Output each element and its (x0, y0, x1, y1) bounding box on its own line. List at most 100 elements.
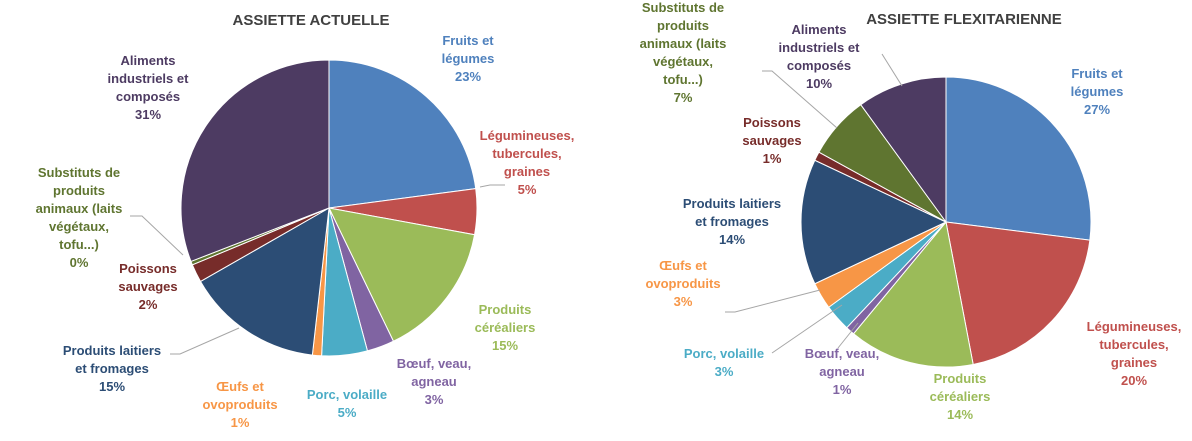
slice-category-label: légumes (1071, 84, 1124, 99)
slice-label: Porc, volaille 5% (307, 387, 387, 420)
slice-category-label: Œufs et (659, 258, 707, 273)
slice-label: Légumineuses, tubercules, graines 5% (480, 128, 575, 197)
slice-value-label: 7% (674, 90, 693, 105)
slice-category-label: tofu...) (663, 72, 703, 87)
slice-category-label: animaux (laits (640, 36, 727, 51)
slice-label: Œufs et ovoproduits 1% (202, 379, 277, 430)
leader-line (837, 322, 859, 349)
slice-label: Fruits et légumes 23% (442, 33, 495, 84)
slice-label: Substituts de produits animaux (laits végét… (36, 165, 123, 270)
slice-label: Légumineuses, tubercules, graines 20% (1087, 319, 1182, 388)
slice-category-label: céréaliers (475, 320, 536, 335)
slice-value-label: 27% (1084, 102, 1110, 117)
slice-category-label: Fruits et (1071, 66, 1123, 81)
chart-title: ASSIETTE FLEXITARIENNE (866, 11, 1062, 28)
slice-category-label: animaux (laits (36, 201, 123, 216)
pie-slice (328, 59, 477, 209)
slice-category-label: produits (53, 183, 105, 198)
slice-category-label: Poissons (119, 261, 177, 276)
slice-category-label: ovoproduits (202, 397, 277, 412)
slice-label: Produits laitiers et fromages 14% (683, 196, 781, 247)
slice-category-label: ovoproduits (645, 276, 720, 291)
pie-chart-2: ASSIETTE FLEXITARIENNE Fruits et légumes 27… (640, 0, 1182, 422)
slice-category-label: tubercules, (492, 146, 561, 161)
slice-category-label: Produits (934, 371, 987, 386)
pie-slice (852, 220, 974, 368)
slice-category-label: Œufs et (216, 379, 264, 394)
slice-category-label: composés (116, 89, 180, 104)
leader-line (725, 289, 821, 313)
slice-label: Substituts de produits animaux (laits végét… (640, 0, 727, 105)
leader-line (479, 184, 505, 188)
slice-category-label: Légumineuses, (1087, 319, 1182, 334)
slice-value-label: 5% (338, 405, 357, 420)
leader-line (881, 53, 903, 87)
slice-category-label: Porc, volaille (307, 387, 387, 402)
slice-category-label: Porc, volaille (684, 346, 764, 361)
slice-category-label: composés (787, 58, 851, 73)
pie-slice (945, 76, 1092, 241)
slice-category-label: Bœuf, veau, (805, 346, 879, 361)
leader-line (762, 70, 838, 129)
slice-label: Produits céréaliers 14% (930, 371, 991, 422)
slice-value-label: 0% (70, 255, 89, 270)
slice-category-label: céréaliers (930, 389, 991, 404)
slice-category-label: végétaux, (49, 219, 109, 234)
leader-line (170, 327, 240, 355)
slice-value-label: 10% (806, 76, 832, 91)
slice-value-label: 14% (947, 407, 973, 422)
pie-slice (800, 159, 948, 285)
slice-value-label: 20% (1121, 373, 1147, 388)
slice-value-label: 3% (425, 392, 444, 407)
leader-line (771, 304, 843, 354)
pie-slice (945, 221, 1091, 366)
slice-label: Bœuf, veau, agneau 3% (397, 356, 471, 407)
slice-category-label: Aliments (792, 22, 847, 37)
leader-line (130, 215, 184, 256)
slice-category-label: graines (504, 164, 550, 179)
slice-label: Bœuf, veau, agneau 1% (805, 346, 879, 397)
slice-category-label: industriels et (108, 71, 190, 86)
slice-category-label: sauvages (742, 133, 801, 148)
pie-slice (199, 207, 330, 356)
slice-category-label: Poissons (743, 115, 801, 130)
slice-value-label: 2% (139, 297, 158, 312)
slice-category-label: Produits laitiers (63, 343, 161, 358)
chart-title: ASSIETTE ACTUELLE (233, 12, 390, 29)
slice-value-label: 23% (455, 69, 481, 84)
slice-category-label: agneau (819, 364, 865, 379)
slice-label: Œufs et ovoproduits 3% (645, 258, 720, 309)
slice-category-label: Aliments (121, 53, 176, 68)
slice-label: Poissons sauvages 2% (118, 261, 177, 312)
slice-category-label: Légumineuses, (480, 128, 575, 143)
slice-value-label: 14% (719, 232, 745, 247)
slice-value-label: 1% (763, 151, 782, 166)
slice-category-label: tubercules, (1099, 337, 1168, 352)
slice-category-label: végétaux, (653, 54, 713, 69)
slice-category-label: graines (1111, 355, 1157, 370)
slice-category-label: agneau (411, 374, 457, 389)
slice-label: Aliments industriels et composés 10% (779, 22, 861, 91)
slice-value-label: 1% (833, 382, 852, 397)
slice-category-label: Produits (479, 302, 532, 317)
slice-category-label: Bœuf, veau, (397, 356, 471, 371)
slice-label: Poissons sauvages 1% (742, 115, 801, 166)
slice-category-label: Substituts de (38, 165, 120, 180)
slice-category-label: tofu...) (59, 237, 99, 252)
slice-value-label: 5% (518, 182, 537, 197)
slice-label: Produits céréaliers 15% (475, 302, 536, 353)
pie-slice (328, 207, 476, 342)
slice-category-label: industriels et (779, 40, 861, 55)
slice-category-label: produits (657, 18, 709, 33)
slice-value-label: 3% (715, 364, 734, 379)
slice-category-label: Produits laitiers (683, 196, 781, 211)
slice-label: Fruits et légumes 27% (1071, 66, 1124, 117)
pie-slice (180, 59, 330, 263)
slice-value-label: 1% (231, 415, 250, 430)
slice-category-label: Fruits et (442, 33, 494, 48)
slice-label: Porc, volaille 3% (684, 346, 764, 379)
slice-category-label: et fromages (75, 361, 149, 376)
slice-category-label: légumes (442, 51, 495, 66)
slice-label: Produits laitiers et fromages 15% (63, 343, 161, 394)
